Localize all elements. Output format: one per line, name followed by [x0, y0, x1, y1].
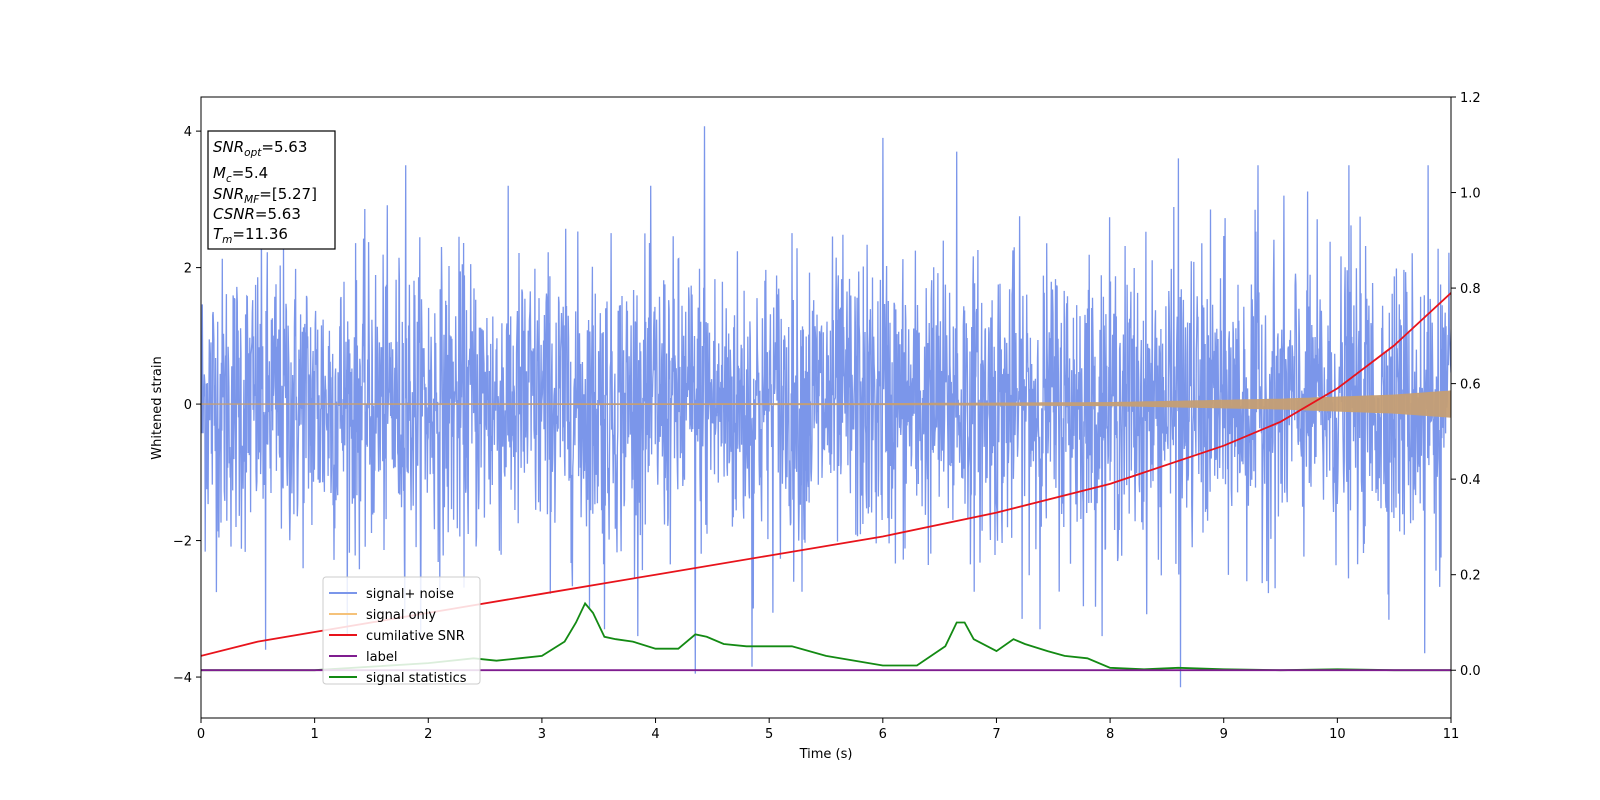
y-axis-label: Whitened strain: [150, 356, 165, 459]
x-tick-label: 10: [1329, 727, 1346, 742]
x-tick-label: 2: [424, 727, 432, 742]
merger-time-text: Tm=11.36: [213, 225, 288, 246]
x-tick-label: 3: [538, 727, 546, 742]
y2-tick-label: 0.6: [1460, 378, 1481, 393]
x-tick-label: 6: [879, 727, 887, 742]
y2-tick-label: 0.2: [1460, 569, 1481, 584]
y2-tick-label: 0.8: [1460, 282, 1481, 297]
x-tick-label: 8: [1106, 727, 1114, 742]
x-tick-label: 9: [1220, 727, 1228, 742]
y-tick-label: 4: [184, 125, 192, 140]
y2-tick-label: 1.2: [1460, 91, 1481, 106]
y-tick-label: 0: [184, 398, 192, 413]
x-axis-label: Time (s): [799, 747, 853, 762]
x-tick-label: 4: [651, 727, 659, 742]
y2-tick-label: 0.4: [1460, 473, 1481, 488]
legend-label: signal statistics: [366, 671, 467, 686]
x-tick-label: 7: [992, 727, 1000, 742]
signal-only-series: [201, 390, 1451, 418]
x-tick-label: 1: [310, 727, 318, 742]
legend: signal+ noise signal only cumilative SNR la…: [322, 576, 481, 686]
x-tick-label: 5: [765, 727, 773, 742]
y-axis-right: 1.2 1.0 0.8 0.6 0.4 0.2 0.0: [1451, 91, 1481, 679]
csnr-text: CSNR=5.63: [213, 205, 301, 223]
legend-label: cumilative SNR: [366, 629, 465, 644]
x-tick-label: 11: [1443, 727, 1460, 742]
legend-label: signal+ noise: [366, 587, 454, 602]
signal-statistics-series: [201, 601, 1451, 672]
y-axis-left: 4 2 0 −2 −4: [173, 125, 201, 686]
info-box: SNRopt=5.63 Mc=5.4 SNRMF=[5.27] CSNR=5.6…: [207, 130, 336, 250]
y-tick-label: 2: [184, 262, 192, 277]
snr-mf-text: SNRMF=[5.27]: [213, 185, 317, 206]
y2-tick-label: 1.0: [1460, 187, 1481, 202]
plot-frame: [200, 96, 1452, 719]
chirp-mass-text: Mc=5.4: [213, 164, 268, 185]
x-tick-label: 0: [197, 727, 205, 742]
legend-label: label: [366, 650, 397, 665]
y2-tick-label: 0.0: [1460, 664, 1481, 679]
snr-opt-text: SNRopt=5.63: [213, 138, 307, 159]
legend-label: signal only: [366, 608, 436, 623]
y-tick-label: −2: [173, 535, 192, 550]
x-axis: 0 1 2 3 4 5 6 7 8 9 10 11: [197, 718, 1459, 742]
y-tick-label: −4: [173, 671, 192, 686]
